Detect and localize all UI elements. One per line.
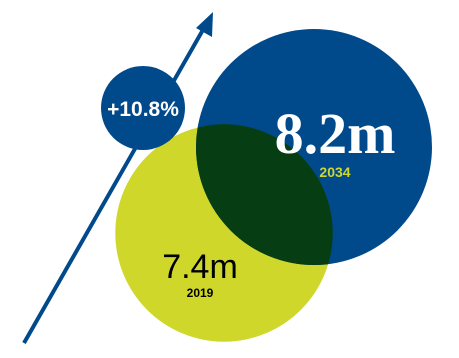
value-label-2019: 7.4m [162, 248, 238, 286]
year-label-2019: 2019 [187, 286, 214, 300]
year-label-2034: 2034 [319, 164, 350, 180]
growth-badge [101, 66, 185, 150]
growth-arrow-head-icon [196, 12, 213, 37]
growth-label: +10.8% [107, 98, 179, 121]
value-label-2034: 8.2m [275, 101, 396, 166]
